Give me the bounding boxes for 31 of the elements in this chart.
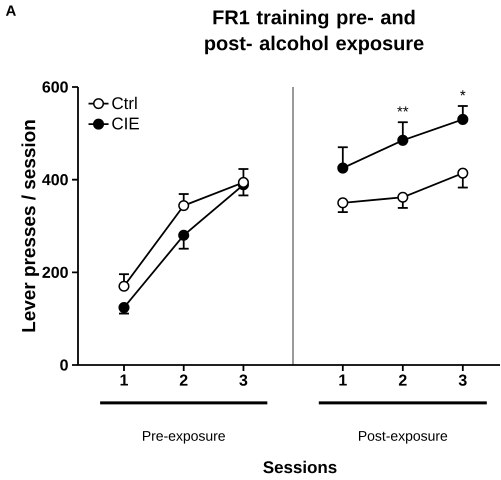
y-tick-label: 400 — [42, 174, 68, 186]
x-axis-title: Pre-exposure — [142, 431, 225, 444]
point — [118, 302, 130, 314]
x-axis-title: Post-exposure — [358, 431, 448, 444]
point — [178, 200, 190, 212]
y-tick-label: 600 — [42, 81, 68, 93]
x-tick-label: 2 — [180, 374, 188, 386]
legend-label: CIE — [112, 117, 139, 130]
point — [397, 192, 408, 203]
text: A — [6, 6, 16, 16]
y-tick-label: 0 — [60, 359, 68, 371]
x-tick-label: 3 — [458, 374, 467, 386]
annotation: * — [460, 90, 466, 96]
point — [397, 134, 408, 146]
x-tick-label: 3 — [239, 374, 248, 386]
chart-title: FR1 training pre- and post- alcohol exposure — [205, 10, 424, 54]
y-axis-title: Lever presses / session — [21, 120, 40, 332]
point — [337, 197, 348, 208]
point — [118, 280, 130, 292]
annotation: ** — [397, 106, 408, 112]
point — [457, 168, 468, 179]
legend-label: Ctrl — [112, 96, 137, 110]
point — [238, 176, 249, 188]
text: Sessions — [263, 460, 336, 474]
y-tick-label: 200 — [42, 266, 68, 278]
point — [337, 162, 348, 174]
x-tick-label: 1 — [339, 374, 347, 386]
x-tick-label: 2 — [398, 374, 407, 386]
point — [178, 230, 190, 241]
x-tick-label: 1 — [120, 374, 128, 386]
point — [457, 114, 468, 125]
